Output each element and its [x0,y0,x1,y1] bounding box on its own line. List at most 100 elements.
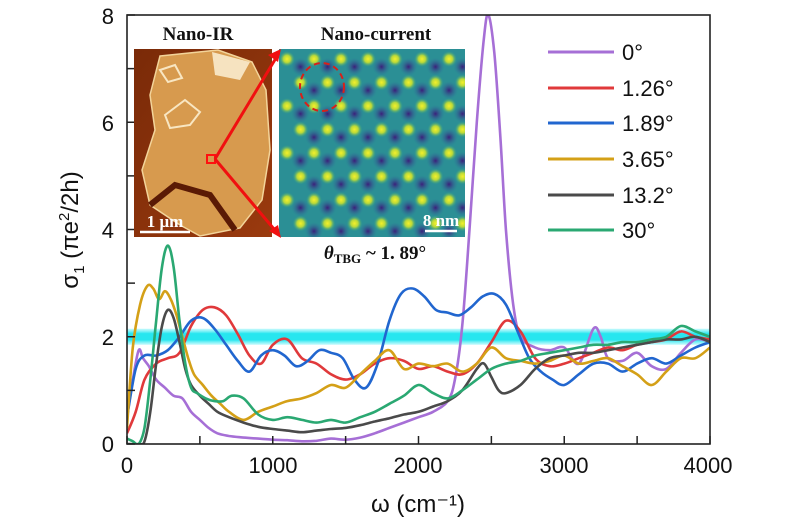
tick-layer [126,14,711,445]
moire-dark-site [305,81,323,100]
moire-bright-site [346,215,363,232]
series-line-1-26-deg [127,305,710,434]
y-axis-unit-prefix: (πe [57,221,84,266]
series-line-30-deg [127,244,710,444]
moire-dark-site [332,175,350,194]
nano-ir-scalebar-label: 1 μm [147,212,184,231]
moire-dark-site [399,151,418,170]
legend-item: 1.89° [548,111,674,136]
moire-bright-site [333,191,349,208]
moire-bright-site [441,97,457,114]
legend-item: 13.2° [548,183,674,208]
nano-ir-inset: Nano-IR 1 μm [134,24,272,237]
moire-bright-site [319,121,336,138]
moire-dark-site [345,57,364,76]
moire-bright-site [373,215,390,232]
moire-bright-site [333,97,349,114]
zoom-arrows [213,49,281,238]
moire-bright-site [360,51,376,67]
legend-label: 0° [622,40,643,65]
moire-bright-site [373,74,390,91]
x-tick-label: 0 [121,453,133,478]
legend-label: 3.65° [622,147,674,172]
moire-bright-site [279,97,295,114]
moire-bright-site [360,191,376,208]
moire-bright-site [427,215,444,232]
moire-bright-site [454,168,465,185]
moire-bright-site [306,191,322,208]
y-axis-title: σ1 (πe2/2h) [56,171,88,288]
y-tick-label: 8 [102,4,114,29]
arrowhead-icon [268,49,281,62]
moire-dark-site [305,222,323,237]
moire-bright-site [454,215,465,232]
moire-bright-site [360,144,376,161]
moire-bright-site [414,51,430,67]
x-axis-title: ω (cm⁻¹) [371,491,465,518]
moire-bright-site [387,97,403,114]
flake-edge [163,98,202,130]
moire-dark-site [291,104,310,123]
moire-bright-site [414,191,430,208]
moire-dark-site [345,151,364,170]
series-line-13-2-deg [127,308,710,444]
flake-crack [148,181,238,232]
moire-dark-site [453,104,465,123]
moire-dark-site [440,222,458,237]
series-layer [127,15,710,444]
y-tick-label: 0 [102,432,114,457]
y-axis-unit-suffix: /2h) [57,171,84,212]
y-tick-label: 4 [102,218,114,243]
moire-dark-site [413,128,431,147]
moire-dark-site [305,175,323,194]
moire-dark-site [318,151,337,170]
moire-bright-site [400,121,417,138]
x-tick-label: 2000 [394,453,443,478]
moire-bright-site [387,144,403,161]
moire-bright-site [346,168,363,185]
legend-label: 30° [622,218,655,243]
moire-bright-site [319,168,336,185]
moire-bright-site [427,121,444,138]
moire-dark-site [453,198,465,217]
moire-bright-site [292,74,309,91]
moire-dark-site [399,104,418,123]
moire-dark-site [359,128,377,147]
moire-dark-site [440,81,458,100]
moire-bright-site [279,191,295,208]
moire-bright-site [427,74,444,91]
moire-dark-site [426,198,445,217]
y-axis-symbol: σ [57,274,84,289]
y-tick-label: 6 [102,111,114,136]
moire-dark-site [386,128,404,147]
moire-dark-site [399,198,418,217]
moire-dark-site [345,104,364,123]
moire-dark-site [440,175,458,194]
moire-bright-site [333,144,349,161]
universal-conductivity-band [127,328,710,345]
legend-item: 1.26° [548,76,674,101]
moire-bright-site [373,168,390,185]
moire-dark-site [440,128,458,147]
moire-bright-site [306,51,322,67]
series-line-3-65-deg [127,283,710,428]
theta-symbol: θ [324,243,334,264]
x-tick-label: 3000 [540,453,589,478]
flake-edge [158,63,184,84]
moire-dark-site [372,104,391,123]
flake-bright-region [212,52,250,80]
moire-dark-site [332,222,350,237]
y-tick-label: 2 [102,325,114,350]
moire-bright-site [333,51,349,67]
moire-dark-site [467,81,485,99]
legend: 0° 1.26° 1.89° 3.65° 13.2° 30° [548,40,674,243]
moire-dark-site [413,175,431,194]
moire-dark-site [318,57,337,76]
moire-dark-site [345,198,364,217]
moire-bright-site [387,191,403,208]
series-line-1-89-deg [127,287,710,418]
moire-bright-site [292,215,309,232]
y-axis-subscript: 1 [71,266,88,274]
moire-bright-site [346,74,363,91]
